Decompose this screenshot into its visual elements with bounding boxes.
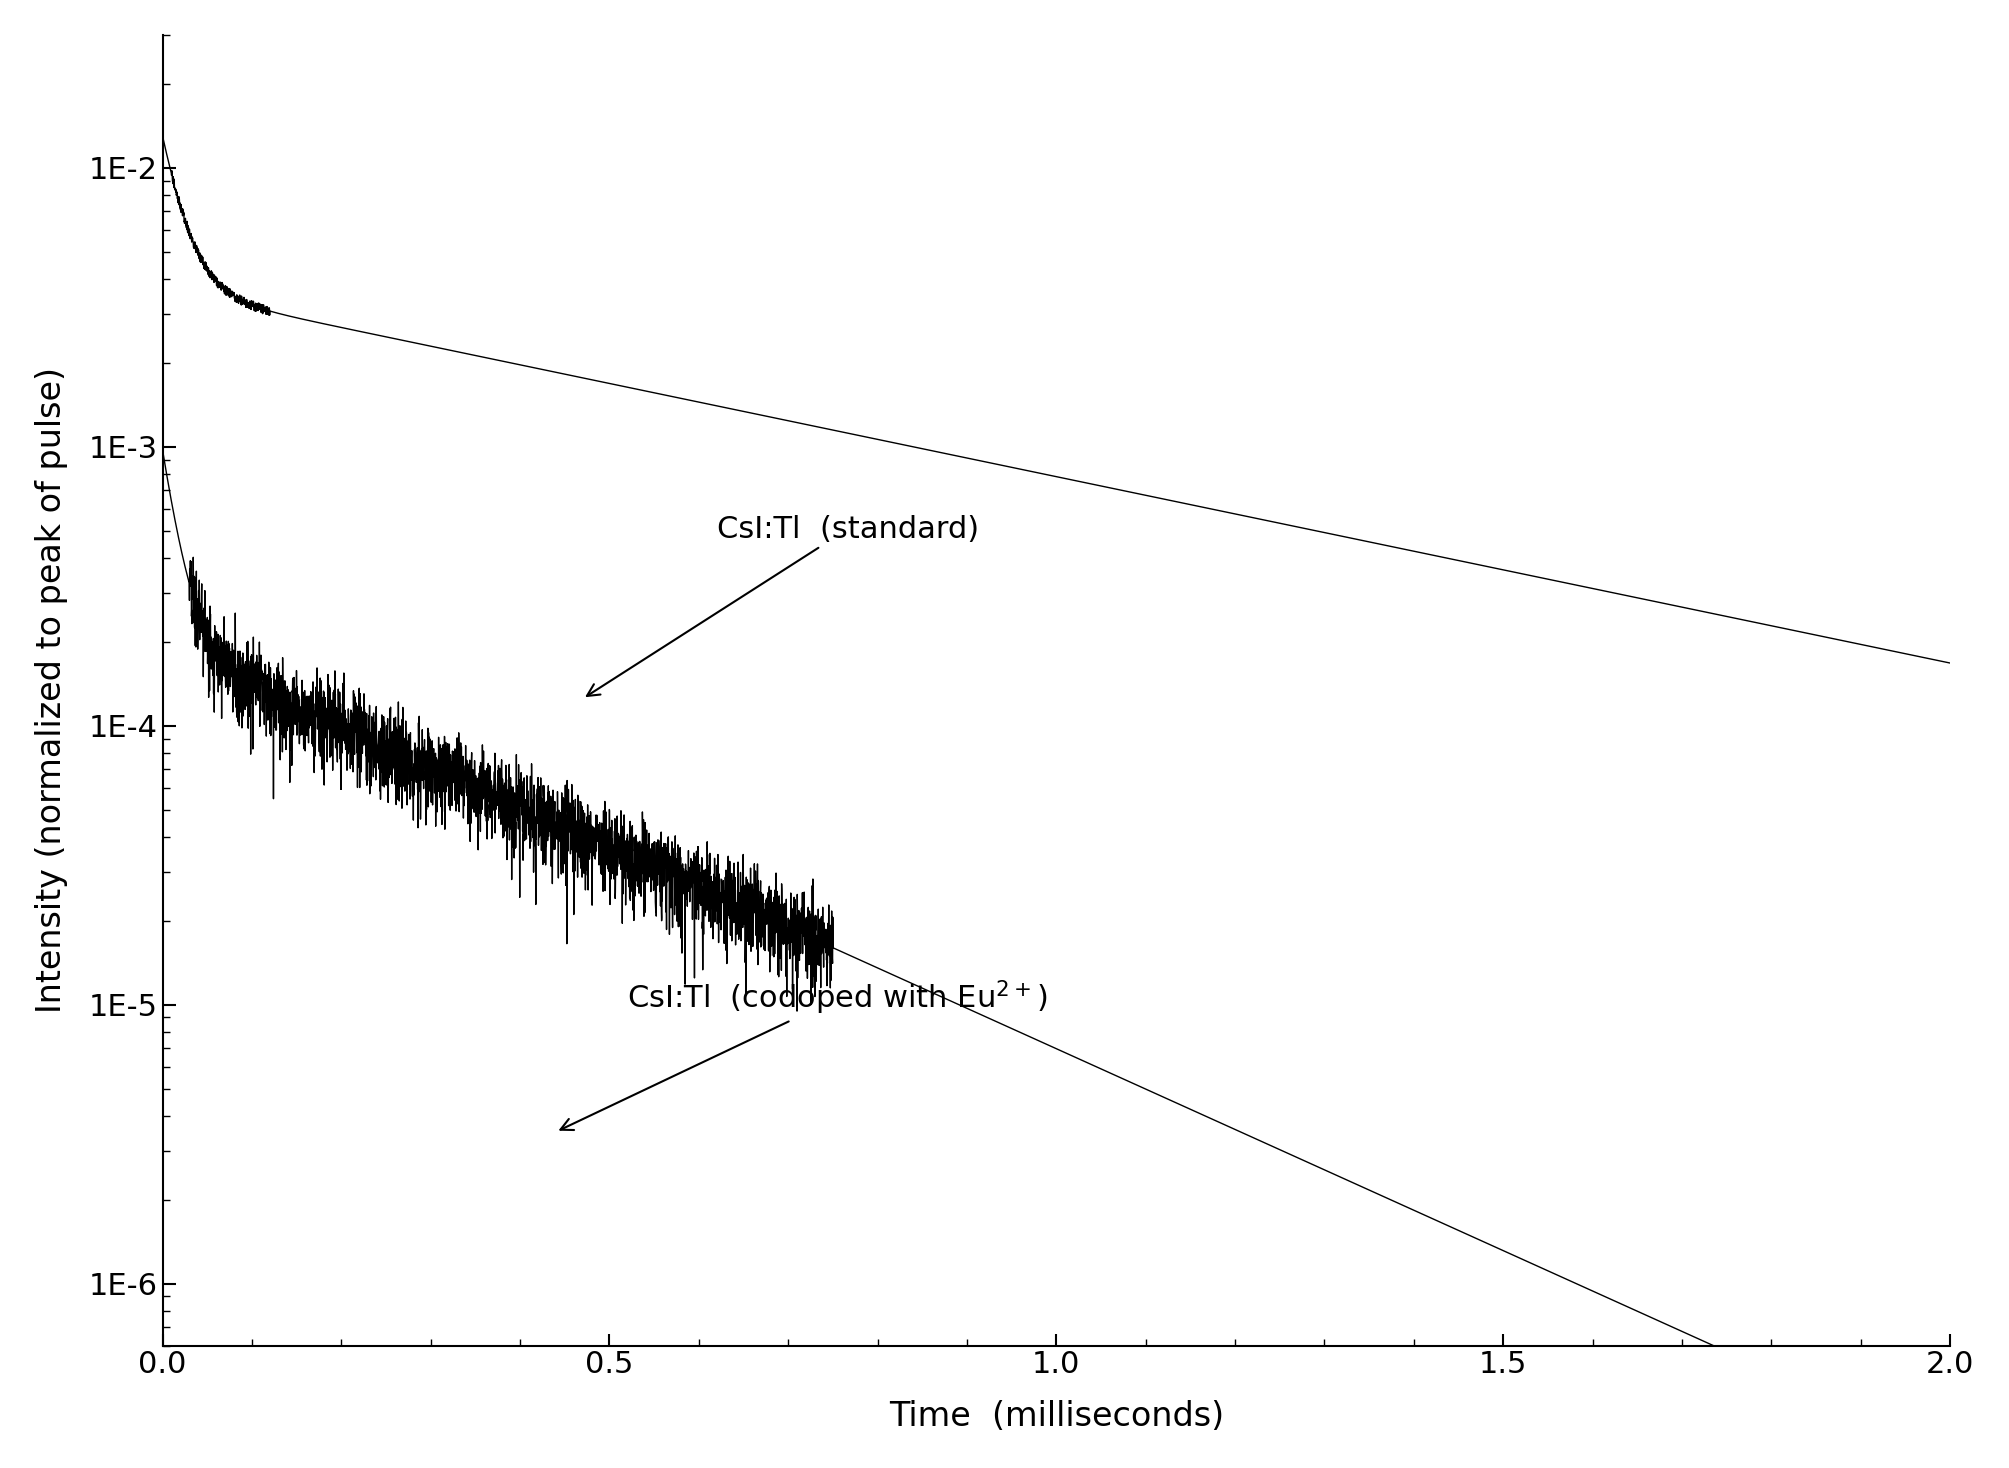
Text: CsI:Tl  (standard): CsI:Tl (standard) <box>587 514 978 696</box>
X-axis label: Time  (milliseconds): Time (milliseconds) <box>888 1400 1223 1433</box>
Y-axis label: Intensity (normalized to peak of pulse): Intensity (normalized to peak of pulse) <box>34 367 68 1013</box>
Text: CsI:Tl  (codoped with Eu$^{2+}$): CsI:Tl (codoped with Eu$^{2+}$) <box>561 979 1049 1130</box>
